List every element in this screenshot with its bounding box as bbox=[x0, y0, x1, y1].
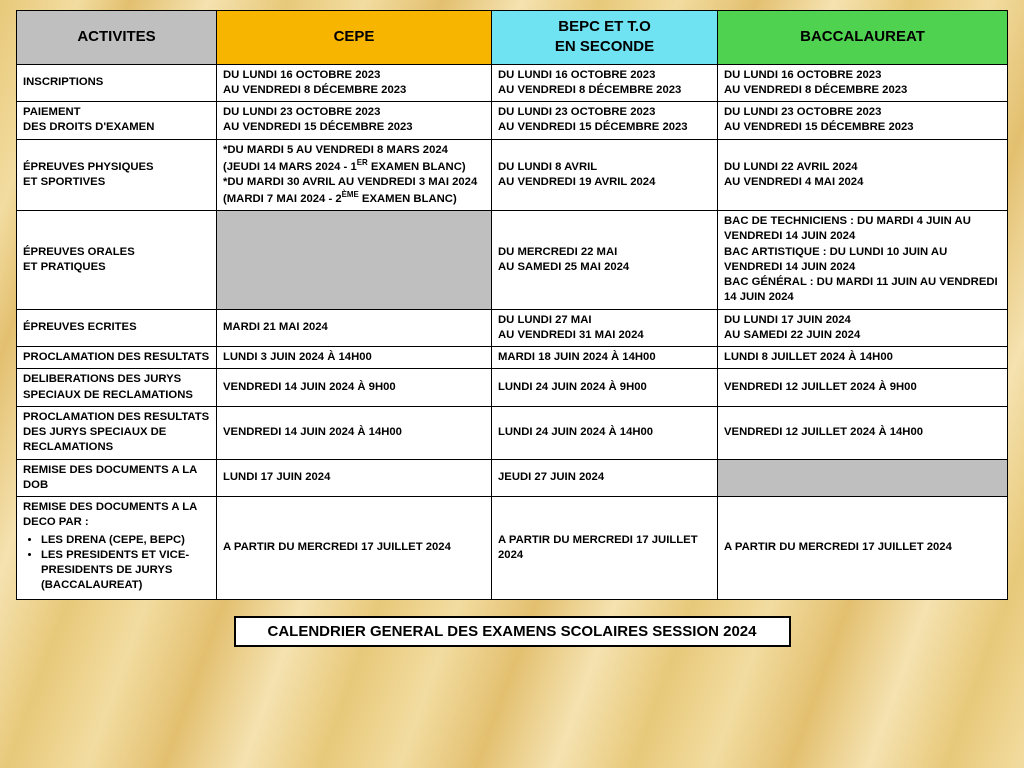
cell-bac: DU LUNDI 22 AVRIL 2024AU VENDREDI 4 MAI … bbox=[718, 139, 1008, 211]
page-caption: CALENDRIER GENERAL DES EXAMENS SCOLAIRES… bbox=[234, 616, 791, 647]
cell-bac: A PARTIR DU MERCREDI 17 JUILLET 2024 bbox=[718, 497, 1008, 600]
cell-cepe: LUNDI 3 JUIN 2024 À 14H00 bbox=[217, 347, 492, 369]
cell-cepe: VENDREDI 14 JUIN 2024 À 14H00 bbox=[217, 406, 492, 459]
cell-bepc: DU LUNDI 16 OCTOBRE 2023AU VENDREDI 8 DÉ… bbox=[492, 64, 718, 102]
table-row: REMISE DES DOCUMENTS A LA DOB LUNDI 17 J… bbox=[17, 459, 1008, 497]
cell-activity: INSCRIPTIONS bbox=[17, 64, 217, 102]
table-row: ÉPREUVES ECRITES MARDI 21 MAI 2024 DU LU… bbox=[17, 309, 1008, 347]
cell-activity: REMISE DES DOCUMENTS A LA DECO PAR : LES… bbox=[17, 497, 217, 600]
table-row: PAIEMENTDES DROITS D'EXAMEN DU LUNDI 23 … bbox=[17, 102, 1008, 140]
cell-activity: PAIEMENTDES DROITS D'EXAMEN bbox=[17, 102, 217, 140]
header-bepc: BEPC ET T.OEN SECONDE bbox=[492, 11, 718, 65]
header-cepe: CEPE bbox=[217, 11, 492, 65]
cell-bepc: A PARTIR DU MERCREDI 17 JUILLET 2024 bbox=[492, 497, 718, 600]
calendar-table: ACTIVITES CEPE BEPC ET T.OEN SECONDE BAC… bbox=[16, 10, 1008, 600]
page: ACTIVITES CEPE BEPC ET T.OEN SECONDE BAC… bbox=[0, 0, 1024, 647]
text: REMISE DES DOCUMENTS A LA DECO PAR : bbox=[23, 501, 197, 528]
cell-activity: ÉPREUVES ECRITES bbox=[17, 309, 217, 347]
table-row: DELIBERATIONS DES JURYS SPECIAUX DE RECL… bbox=[17, 369, 1008, 407]
cell-bepc: DU LUNDI 27 MAIAU VENDREDI 31 MAI 2024 bbox=[492, 309, 718, 347]
cell-cepe: DU LUNDI 23 OCTOBRE 2023AU VENDREDI 15 D… bbox=[217, 102, 492, 140]
table-row: REMISE DES DOCUMENTS A LA DECO PAR : LES… bbox=[17, 497, 1008, 600]
cell-bepc: MARDI 18 JUIN 2024 À 14H00 bbox=[492, 347, 718, 369]
text: EXAMEN BLANC) bbox=[368, 161, 466, 173]
table-row: PROCLAMATION DES RESULTATS LUNDI 3 JUIN … bbox=[17, 347, 1008, 369]
text: *DU MARDI 5 AU VENDREDI 8 MARS 2024 bbox=[223, 144, 448, 156]
cell-bepc: DU LUNDI 23 OCTOBRE 2023AU VENDREDI 15 D… bbox=[492, 102, 718, 140]
cell-activity: REMISE DES DOCUMENTS A LA DOB bbox=[17, 459, 217, 497]
cell-cepe: MARDI 21 MAI 2024 bbox=[217, 309, 492, 347]
list-item: LES DRENA (CEPE, BEPC) bbox=[41, 533, 210, 548]
cell-cepe: A PARTIR DU MERCREDI 17 JUILLET 2024 bbox=[217, 497, 492, 600]
text: (JEUDI 14 MARS 2024 - 1 bbox=[223, 161, 357, 173]
cell-bepc: LUNDI 24 JUIN 2024 À 9H00 bbox=[492, 369, 718, 407]
text: EXAMEN BLANC) bbox=[359, 193, 457, 205]
cell-cepe: LUNDI 17 JUIN 2024 bbox=[217, 459, 492, 497]
header-row: ACTIVITES CEPE BEPC ET T.OEN SECONDE BAC… bbox=[17, 11, 1008, 65]
activity-sublist: LES DRENA (CEPE, BEPC) LES PRESIDENTS ET… bbox=[23, 533, 210, 594]
cell-activity: ÉPREUVES ORALESET PRATIQUES bbox=[17, 211, 217, 310]
cell-activity: ÉPREUVES PHYSIQUESET SPORTIVES bbox=[17, 139, 217, 211]
cell-bac: BAC DE TECHNICIENS : DU MARDI 4 JUIN AU … bbox=[718, 211, 1008, 310]
cell-bepc: LUNDI 24 JUIN 2024 À 14H00 bbox=[492, 406, 718, 459]
cell-bac: VENDREDI 12 JUILLET 2024 À 9H00 bbox=[718, 369, 1008, 407]
text: *DU MARDI 30 AVRIL AU VENDREDI 3 MAI 202… bbox=[223, 176, 477, 188]
cell-bepc: DU LUNDI 8 AVRILAU VENDREDI 19 AVRIL 202… bbox=[492, 139, 718, 211]
cell-bac: DU LUNDI 23 OCTOBRE 2023AU VENDREDI 15 D… bbox=[718, 102, 1008, 140]
caption-container: CALENDRIER GENERAL DES EXAMENS SCOLAIRES… bbox=[16, 616, 1008, 647]
cell-bac: LUNDI 8 JUILLET 2024 À 14H00 bbox=[718, 347, 1008, 369]
table-row: ÉPREUVES PHYSIQUESET SPORTIVES *DU MARDI… bbox=[17, 139, 1008, 211]
table-row: PROCLAMATION DES RESULTATS DES JURYS SPE… bbox=[17, 406, 1008, 459]
sup: ER bbox=[357, 158, 368, 167]
header-bac: BACCALAUREAT bbox=[718, 11, 1008, 65]
cell-activity: DELIBERATIONS DES JURYS SPECIAUX DE RECL… bbox=[17, 369, 217, 407]
cell-activity: PROCLAMATION DES RESULTATS bbox=[17, 347, 217, 369]
cell-bepc: JEUDI 27 JUIN 2024 bbox=[492, 459, 718, 497]
cell-cepe: *DU MARDI 5 AU VENDREDI 8 MARS 2024 (JEU… bbox=[217, 139, 492, 211]
cell-bac: VENDREDI 12 JUILLET 2024 À 14H00 bbox=[718, 406, 1008, 459]
cell-cepe: VENDREDI 14 JUIN 2024 À 9H00 bbox=[217, 369, 492, 407]
cell-cepe-empty bbox=[217, 211, 492, 310]
cell-bepc: DU MERCREDI 22 MAIAU SAMEDI 25 MAI 2024 bbox=[492, 211, 718, 310]
table-row: ÉPREUVES ORALESET PRATIQUES DU MERCREDI … bbox=[17, 211, 1008, 310]
text: (MARDI 7 MAI 2024 - 2 bbox=[223, 193, 342, 205]
table-row: INSCRIPTIONS DU LUNDI 16 OCTOBRE 2023AU … bbox=[17, 64, 1008, 102]
header-activities: ACTIVITES bbox=[17, 11, 217, 65]
cell-activity: PROCLAMATION DES RESULTATS DES JURYS SPE… bbox=[17, 406, 217, 459]
cell-bac-empty bbox=[718, 459, 1008, 497]
list-item: LES PRESIDENTS ET VICE-PRESIDENTS DE JUR… bbox=[41, 548, 210, 594]
cell-bac: DU LUNDI 16 OCTOBRE 2023AU VENDREDI 8 DÉ… bbox=[718, 64, 1008, 102]
sup: ÈME bbox=[342, 190, 359, 199]
cell-cepe: DU LUNDI 16 OCTOBRE 2023AU VENDREDI 8 DÉ… bbox=[217, 64, 492, 102]
cell-bac: DU LUNDI 17 JUIN 2024AU SAMEDI 22 JUIN 2… bbox=[718, 309, 1008, 347]
